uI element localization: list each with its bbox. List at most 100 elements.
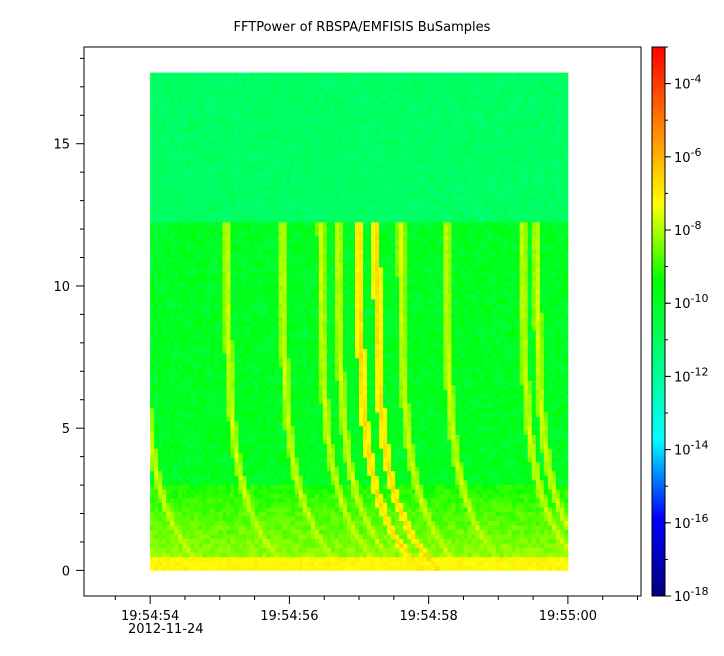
spectrogram-cell bbox=[158, 516, 163, 522]
spectrogram-cell bbox=[154, 507, 159, 512]
spectrogram-cell bbox=[186, 434, 191, 440]
spectrogram-cell bbox=[318, 81, 324, 87]
spectrogram-cell bbox=[182, 479, 187, 485]
spectrogram-cell bbox=[278, 280, 284, 286]
spectrogram-cell bbox=[166, 357, 171, 363]
spectrogram-cell bbox=[290, 131, 296, 137]
spectrogram-cell bbox=[230, 294, 235, 300]
spectrogram-cell bbox=[314, 448, 320, 454]
spectrogram-cell bbox=[214, 312, 219, 318]
spectrogram-cell bbox=[238, 135, 243, 141]
spectrogram-cell bbox=[314, 276, 320, 282]
spectrogram-cell bbox=[262, 353, 268, 359]
spectrogram-cell bbox=[202, 534, 207, 540]
spectrogram-cell bbox=[194, 330, 199, 336]
spectrogram-cell bbox=[166, 163, 171, 169]
spectrogram-cell bbox=[234, 77, 239, 83]
spectrogram-cell bbox=[214, 145, 219, 150]
spectrogram-cell bbox=[222, 81, 227, 87]
spectrogram-cell bbox=[222, 190, 227, 196]
spectrogram-cell bbox=[278, 534, 284, 540]
spectrogram-cell bbox=[154, 253, 159, 259]
spectrogram-cell bbox=[218, 353, 223, 359]
spectrogram-cell bbox=[150, 126, 155, 132]
spectrogram-cell bbox=[250, 398, 255, 404]
spectrogram-cell bbox=[206, 240, 211, 245]
spectrogram-cell bbox=[194, 556, 199, 562]
spectrogram-cell bbox=[294, 303, 300, 309]
spectrogram-cell bbox=[326, 375, 332, 381]
spectrogram-cell bbox=[266, 443, 272, 449]
spectrogram-cell bbox=[178, 425, 183, 431]
spectrogram-cell bbox=[194, 77, 199, 83]
spectrogram-cell bbox=[250, 353, 255, 359]
spectrogram-cell bbox=[166, 226, 171, 232]
spectrogram-cell bbox=[234, 190, 239, 196]
spectrogram-cell bbox=[170, 421, 175, 426]
spectrogram-cell bbox=[258, 194, 264, 200]
spectrogram-cell bbox=[170, 77, 175, 83]
spectrogram-cell bbox=[318, 190, 324, 196]
spectrogram-cell bbox=[286, 108, 292, 114]
spectrogram-cell bbox=[226, 154, 231, 159]
spectrogram-cell bbox=[286, 443, 292, 449]
spectrogram-cell bbox=[314, 366, 320, 372]
spectrogram-cell bbox=[238, 452, 243, 458]
spectrogram-cell bbox=[290, 208, 296, 214]
spectrogram-cell bbox=[278, 525, 284, 531]
spectrogram-cell bbox=[190, 163, 195, 169]
spectrogram-cell bbox=[274, 145, 280, 150]
spectrogram-cell bbox=[294, 448, 300, 454]
spectrogram-cell bbox=[294, 362, 300, 368]
spectrogram-cell bbox=[190, 221, 195, 227]
spectrogram-cell bbox=[282, 565, 288, 571]
spectrogram-cell bbox=[186, 303, 191, 309]
spectrogram-cell bbox=[218, 398, 223, 404]
spectrogram-cell bbox=[238, 208, 243, 214]
spectrogram-cell bbox=[226, 380, 231, 386]
spectrogram-cell bbox=[246, 145, 251, 150]
spectrogram-cell bbox=[246, 502, 251, 508]
spectrogram-cell bbox=[154, 516, 159, 522]
spectrogram-cell bbox=[322, 488, 328, 494]
spectrogram-cell bbox=[202, 285, 207, 291]
spectrogram-cell bbox=[330, 543, 336, 549]
spectrogram-cell bbox=[150, 402, 155, 408]
spectrogram-cell bbox=[230, 371, 235, 377]
spectrogram-cell bbox=[302, 561, 308, 567]
spectrogram-cell bbox=[154, 307, 159, 313]
spectrogram-cell bbox=[270, 122, 276, 128]
spectrogram-cell bbox=[238, 516, 243, 522]
spectrogram-cell bbox=[278, 172, 284, 178]
spectrogram-cell bbox=[282, 262, 288, 268]
spectrogram-cell bbox=[262, 416, 268, 422]
spectrogram-cell bbox=[298, 303, 304, 309]
spectrogram-cell bbox=[210, 434, 215, 440]
spectrogram-cell bbox=[294, 126, 300, 132]
spectrogram-cell bbox=[158, 475, 163, 481]
spectrogram-cell bbox=[314, 303, 320, 309]
spectrogram-cell bbox=[254, 135, 259, 141]
spectrogram-cell bbox=[322, 357, 328, 363]
spectrogram-cell bbox=[162, 330, 167, 336]
spectrogram-cell bbox=[286, 543, 292, 549]
spectrogram-cell bbox=[254, 158, 259, 164]
spectrogram-cell bbox=[158, 407, 163, 413]
spectrogram-cell bbox=[178, 289, 183, 295]
spectrogram-cell bbox=[294, 140, 300, 146]
spectrogram-cell bbox=[226, 140, 231, 146]
spectrogram-cell bbox=[278, 439, 284, 445]
spectrogram-cell bbox=[150, 230, 155, 236]
spectrogram-cell bbox=[158, 321, 163, 327]
spectrogram-cell bbox=[162, 253, 167, 259]
spectrogram-cell bbox=[302, 425, 308, 431]
spectrogram-cell bbox=[150, 461, 155, 467]
spectrogram-cell bbox=[230, 230, 235, 236]
spectrogram-cell bbox=[230, 412, 235, 417]
spectrogram-cell bbox=[214, 362, 219, 368]
spectrogram-cell bbox=[326, 149, 332, 155]
spectrogram-cell bbox=[210, 357, 215, 363]
spectrogram-cell bbox=[266, 249, 272, 255]
spectrogram-cell bbox=[214, 493, 219, 499]
spectrogram-cell bbox=[174, 172, 179, 178]
